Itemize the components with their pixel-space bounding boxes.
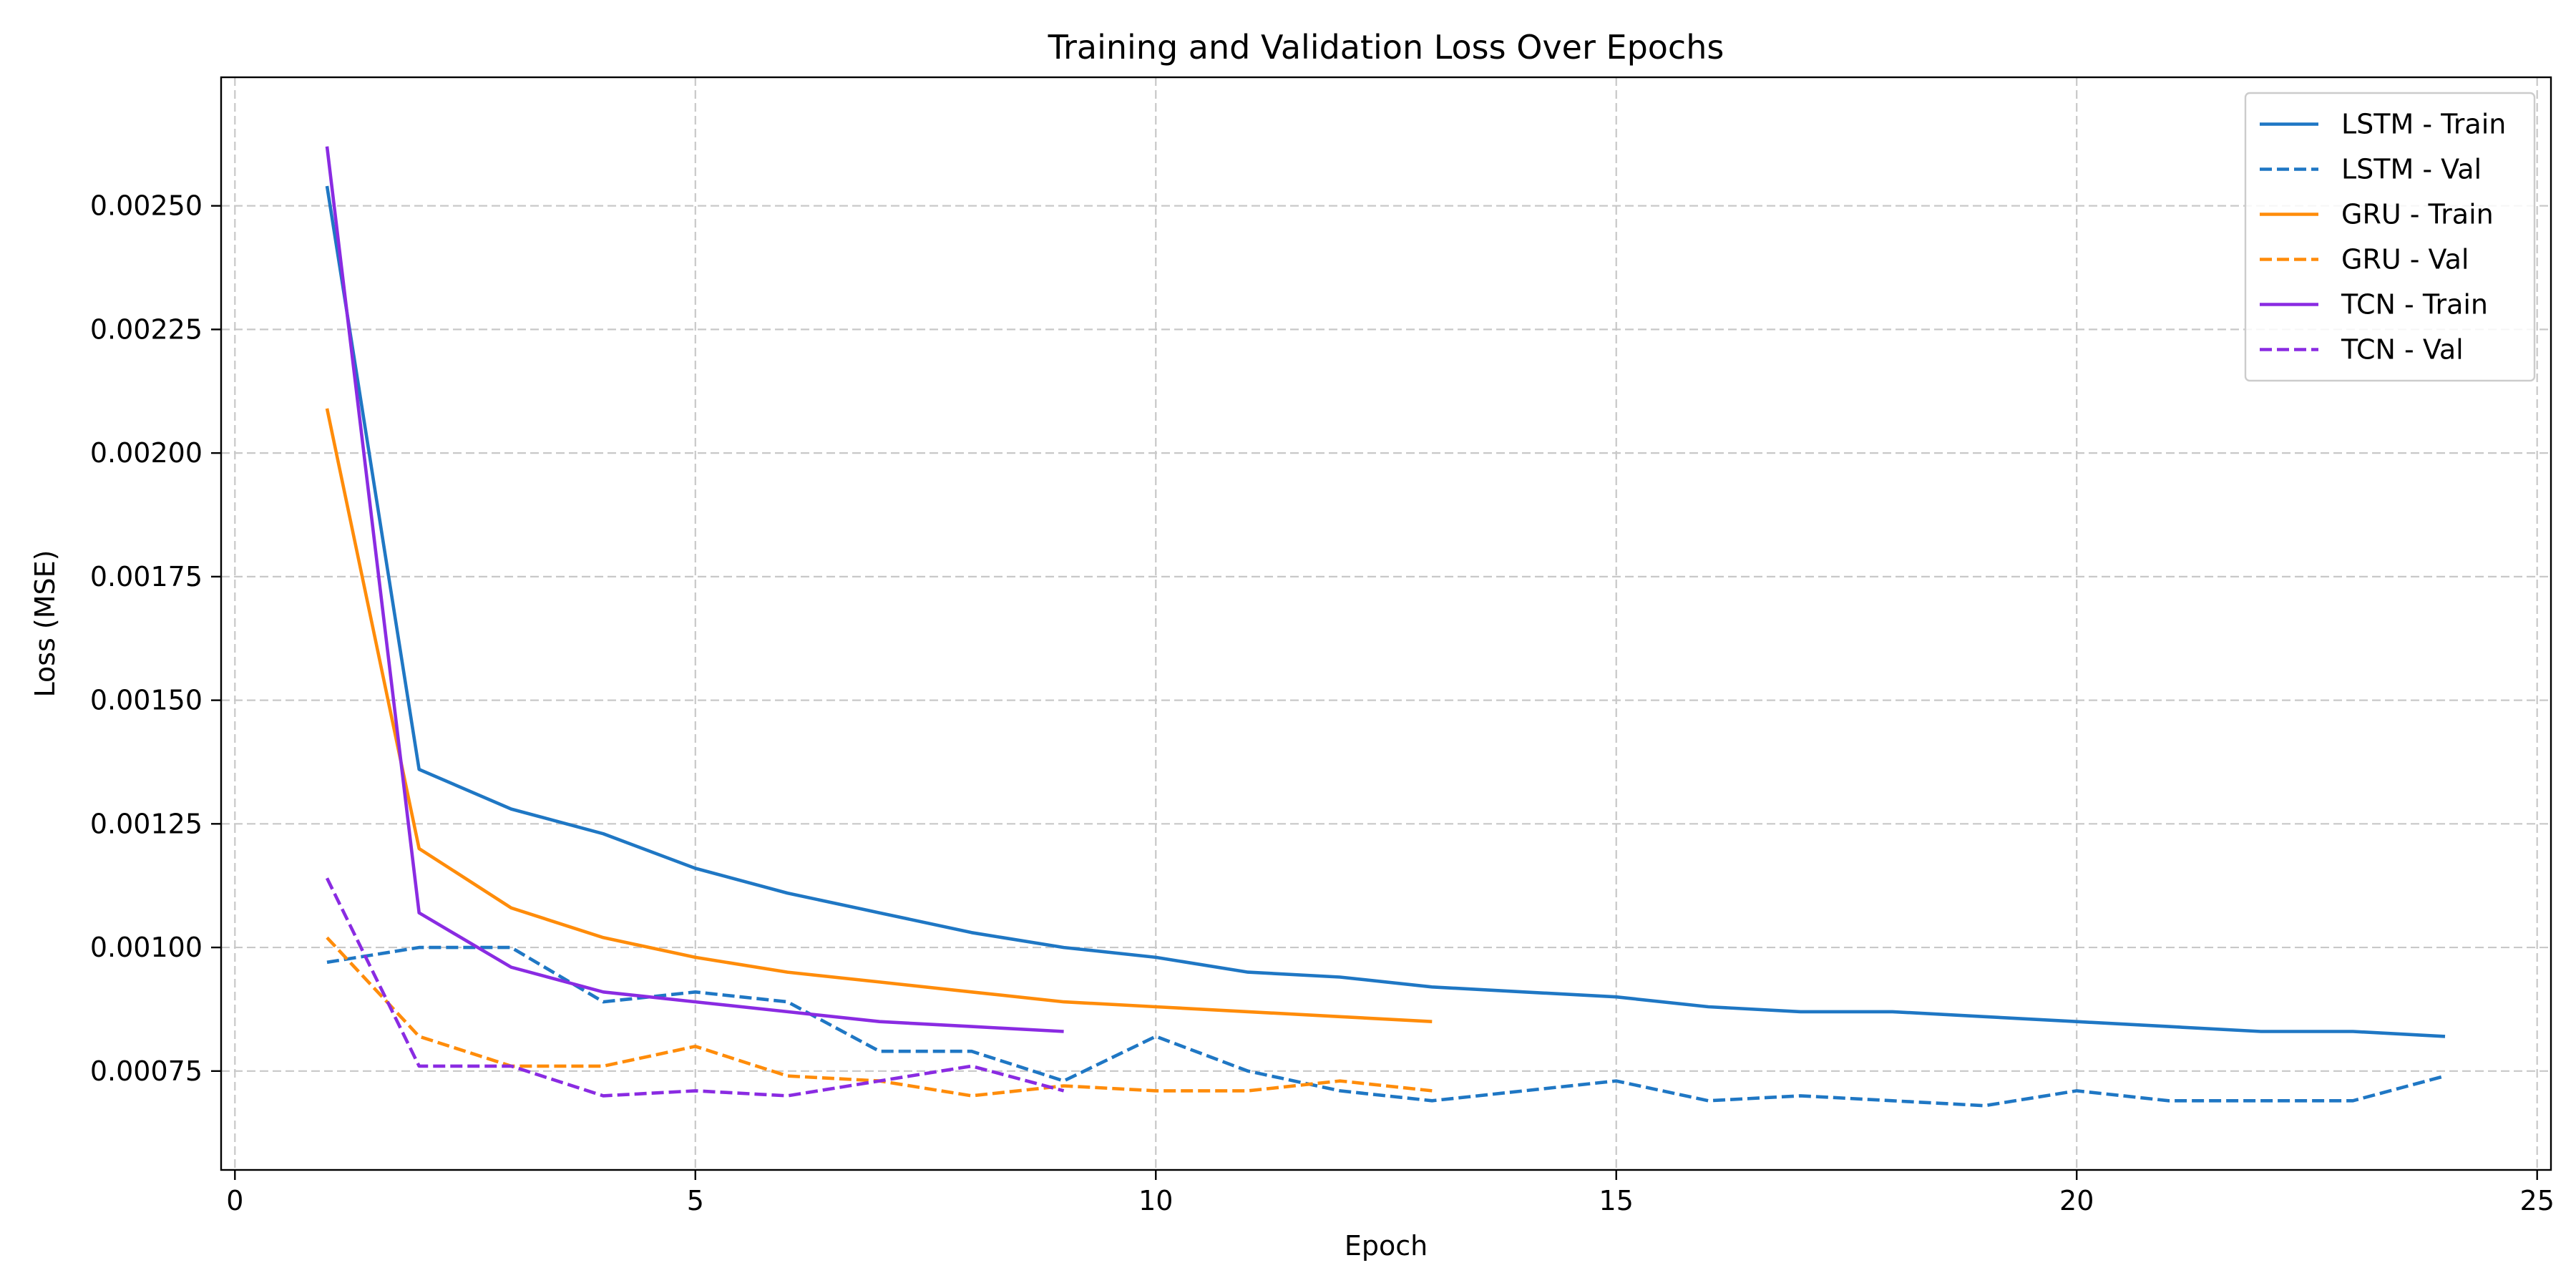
y-tick-label: 0.00125	[90, 808, 203, 839]
series-line-lstm-val	[326, 945, 2446, 1108]
y-tick-label: 0.00100	[90, 932, 203, 963]
series-lines	[325, 146, 2446, 1108]
y-axis-ticks: 0.00075 0.00100 0.00125 0.00150 0.00175 0.002…	[90, 190, 221, 1087]
x-axis-ticks: 0 5 10 15 20 25	[226, 1170, 2555, 1216]
legend: LSTM - Train LSTM - Val GRU - Train GRU - V…	[2244, 92, 2536, 382]
y-tick-label: 0.00075	[90, 1055, 203, 1087]
series-line-gru-train	[325, 408, 1433, 1023]
x-tick-label: 20	[2059, 1185, 2094, 1216]
series-line-tcn-train	[325, 146, 1064, 1033]
legend-label: GRU - Train	[2341, 199, 2494, 230]
y-tick-label: 0.00175	[90, 561, 203, 592]
x-tick-label: 10	[1138, 1185, 1173, 1216]
legend-label: TCN - Train	[2341, 289, 2488, 321]
legend-label: LSTM - Train	[2341, 109, 2506, 140]
y-tick-label: 0.00200	[90, 437, 203, 469]
x-axis-label: Epoch	[1345, 1230, 1428, 1262]
x-tick-label: 0	[226, 1185, 243, 1216]
grid	[221, 77, 2551, 1170]
x-tick-label: 5	[687, 1185, 704, 1216]
y-tick-label: 0.00150	[90, 685, 203, 716]
y-axis-label: Loss (MSE)	[29, 550, 61, 698]
y-tick-label: 0.00225	[90, 313, 203, 345]
legend-label: LSTM - Val	[2341, 154, 2482, 185]
x-tick-label: 25	[2520, 1185, 2555, 1216]
plot-area-frame	[220, 76, 2552, 1171]
legend-box	[2244, 92, 2536, 382]
legend-label: TCN - Val	[2341, 334, 2464, 366]
chart-title: Training and Validation Loss Over Epochs	[1048, 28, 1724, 67]
y-tick-label: 0.00250	[90, 190, 203, 222]
series-line-tcn-val	[325, 877, 1065, 1098]
series-line-lstm-train	[325, 185, 2446, 1038]
legend-label: GRU - Val	[2341, 244, 2469, 275]
x-tick-label: 15	[1599, 1185, 1634, 1216]
